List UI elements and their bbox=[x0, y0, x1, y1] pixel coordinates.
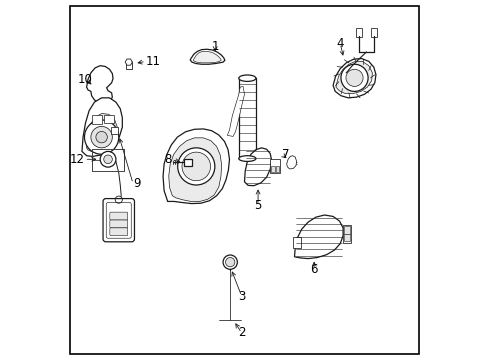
Text: 8: 8 bbox=[163, 153, 171, 166]
Bar bbox=[355, 28, 361, 37]
Bar bbox=[125, 62, 131, 68]
Bar bbox=[183, 158, 191, 166]
Circle shape bbox=[103, 155, 112, 163]
Text: 5: 5 bbox=[254, 198, 261, 212]
Bar bbox=[238, 78, 255, 158]
Polygon shape bbox=[294, 215, 343, 258]
Circle shape bbox=[84, 120, 119, 154]
Polygon shape bbox=[125, 59, 132, 65]
Circle shape bbox=[100, 152, 116, 167]
Text: 10: 10 bbox=[78, 73, 93, 86]
Bar bbox=[292, 237, 300, 248]
Polygon shape bbox=[163, 129, 229, 203]
Polygon shape bbox=[86, 113, 117, 152]
Polygon shape bbox=[332, 59, 375, 98]
Text: 1: 1 bbox=[211, 40, 219, 53]
Polygon shape bbox=[244, 148, 271, 186]
Text: 11: 11 bbox=[145, 55, 161, 68]
Circle shape bbox=[223, 255, 237, 269]
Circle shape bbox=[177, 148, 214, 185]
FancyBboxPatch shape bbox=[110, 212, 127, 220]
Polygon shape bbox=[335, 62, 372, 94]
Text: 12: 12 bbox=[69, 153, 84, 166]
Circle shape bbox=[182, 152, 210, 181]
Circle shape bbox=[345, 69, 363, 86]
Bar bbox=[270, 159, 279, 173]
Text: 2: 2 bbox=[237, 327, 245, 339]
Circle shape bbox=[91, 126, 112, 148]
Text: 6: 6 bbox=[310, 263, 317, 276]
Text: 9: 9 bbox=[133, 177, 140, 190]
Polygon shape bbox=[227, 86, 244, 136]
Circle shape bbox=[96, 131, 107, 143]
Bar bbox=[111, 127, 118, 134]
Bar bbox=[91, 149, 124, 171]
Bar bbox=[343, 234, 349, 242]
FancyBboxPatch shape bbox=[103, 199, 134, 242]
FancyBboxPatch shape bbox=[110, 228, 127, 236]
Polygon shape bbox=[168, 138, 221, 202]
Polygon shape bbox=[190, 49, 224, 64]
Bar bbox=[91, 114, 102, 123]
Bar bbox=[370, 28, 376, 37]
Polygon shape bbox=[82, 98, 122, 157]
Ellipse shape bbox=[238, 75, 255, 81]
Polygon shape bbox=[286, 156, 296, 169]
Polygon shape bbox=[86, 66, 113, 104]
Text: 4: 4 bbox=[336, 37, 343, 50]
Bar bbox=[275, 166, 278, 172]
Bar bbox=[343, 225, 350, 243]
Text: 7: 7 bbox=[281, 148, 288, 161]
Circle shape bbox=[340, 64, 367, 91]
Bar bbox=[104, 115, 114, 123]
Circle shape bbox=[225, 257, 234, 267]
Bar bbox=[270, 166, 274, 172]
Text: 3: 3 bbox=[238, 289, 245, 303]
Ellipse shape bbox=[238, 156, 255, 161]
FancyBboxPatch shape bbox=[110, 220, 127, 228]
Polygon shape bbox=[193, 51, 221, 63]
Bar bbox=[343, 226, 349, 234]
